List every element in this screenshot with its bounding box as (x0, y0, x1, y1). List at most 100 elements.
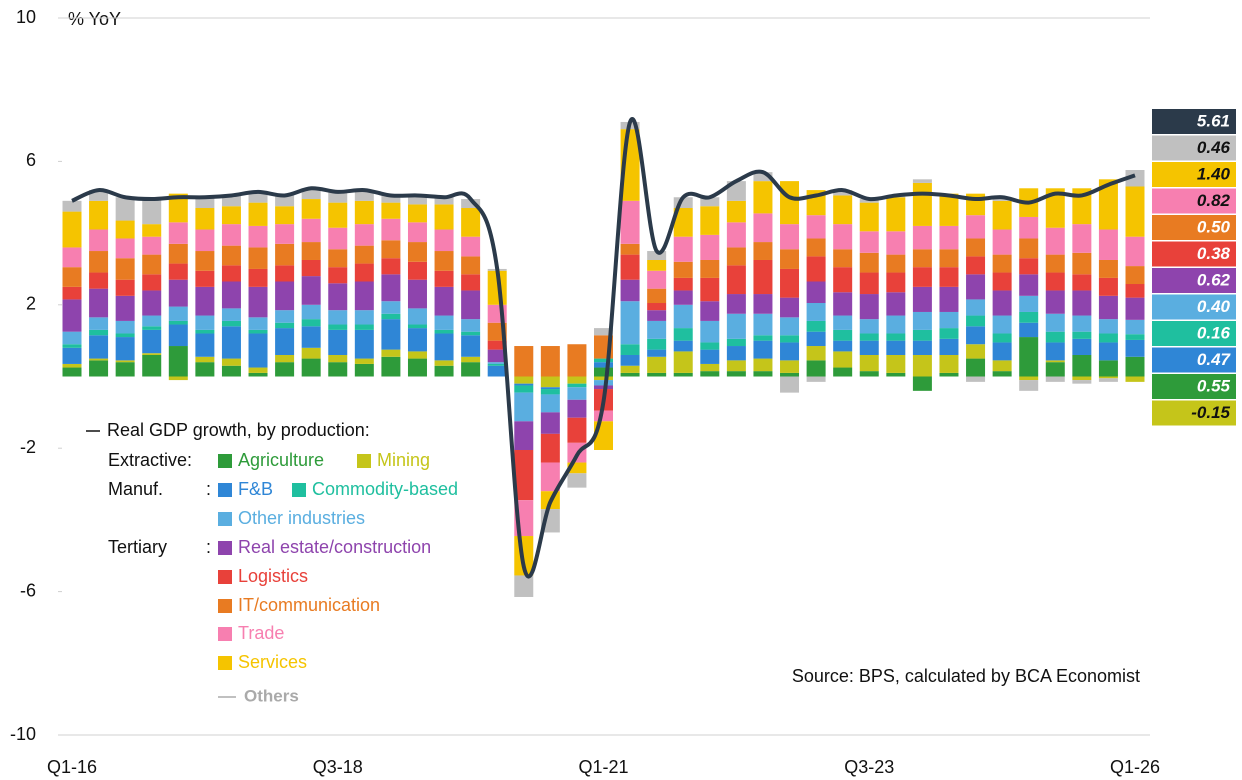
bar-segment (195, 251, 215, 271)
bar-segment (89, 251, 109, 273)
value-label: 0.82 (1197, 191, 1231, 210)
bar-segment (912, 286, 932, 312)
bar-segment (62, 347, 82, 364)
legend-label: Trade (238, 623, 284, 643)
bar-segment (753, 335, 773, 341)
bar-segment (594, 358, 613, 363)
bar-segment (301, 319, 321, 327)
bar-segment (89, 358, 109, 361)
value-label: 1.40 (1197, 164, 1231, 183)
bar-segment (1098, 376, 1118, 379)
value-box (1152, 294, 1236, 320)
bar-segment (434, 365, 454, 377)
bar-segment (992, 371, 1012, 377)
bar-segment (115, 238, 135, 259)
bar-segment (381, 258, 401, 275)
value-label: 0.62 (1197, 270, 1231, 289)
bar-segment (381, 202, 401, 219)
bar-segment (912, 182, 932, 226)
bar-segment (700, 259, 720, 278)
bar-segment (647, 259, 667, 271)
legend-group: Extractive: (108, 450, 192, 470)
bar-segment (673, 236, 693, 262)
bar-segment (89, 272, 109, 289)
bar-segment (966, 315, 986, 327)
bar-segment (115, 337, 135, 361)
bar-segment (966, 215, 986, 239)
bar-segment (833, 195, 853, 225)
bar-segment (1098, 295, 1118, 320)
bar-segment (806, 238, 826, 257)
bar-segment (833, 249, 853, 268)
bar-segment (195, 315, 215, 330)
bar-segment (275, 224, 295, 244)
bar-segment (647, 356, 667, 373)
bar-segment (62, 299, 82, 332)
x-tick-label: Q3-18 (313, 757, 363, 777)
bar-segment (1072, 354, 1092, 377)
bar-segment (221, 365, 241, 377)
bar-segment (753, 213, 773, 243)
bar-segment (1098, 179, 1118, 230)
bar-segment (461, 335, 481, 357)
value-label: 0.16 (1197, 323, 1231, 342)
bar-segment (434, 251, 454, 271)
bar-segment (248, 202, 268, 226)
bar-segment (221, 224, 241, 246)
bar-segment (328, 310, 348, 325)
bar-segment (354, 358, 374, 364)
bar-segment (354, 224, 374, 246)
bar-segment (142, 354, 162, 377)
bar-segment (859, 319, 879, 334)
bar-segment (620, 344, 640, 355)
bar-segment (1098, 319, 1118, 334)
bar-segment (407, 324, 427, 329)
bar-segment (1125, 319, 1145, 335)
bar-segment (806, 303, 826, 321)
gdp-line (71, 117, 1136, 579)
bar-segment (700, 342, 720, 350)
bar-segment (407, 242, 427, 262)
legend-group: : (206, 479, 211, 499)
value-label: 0.50 (1197, 217, 1231, 236)
bar-segment (594, 410, 613, 422)
bar-segment (328, 202, 348, 228)
bar-segment (726, 360, 746, 372)
bar-segment (966, 256, 986, 275)
bar-segment (567, 473, 587, 488)
legend-group: Tertiary (108, 537, 167, 557)
value-label: 0.38 (1197, 244, 1231, 263)
value-box (1152, 162, 1236, 187)
bar-segment (912, 354, 932, 377)
bar-segment (328, 249, 348, 268)
bar-segment (142, 329, 162, 354)
bar-segment (833, 190, 853, 196)
bar-segment (354, 324, 374, 330)
bar-segment (700, 301, 720, 321)
bar-segment (434, 270, 454, 287)
bar-segment (62, 331, 82, 345)
bar-segment (700, 206, 720, 235)
legend-label: Other industries (238, 508, 365, 528)
bar-segment (700, 277, 720, 302)
bar-segment (142, 353, 162, 355)
value-box (1152, 215, 1236, 240)
bar-segment (487, 340, 507, 350)
bar-segment (195, 286, 215, 316)
value-box (1152, 135, 1236, 161)
bar-segment (833, 329, 853, 341)
bar-segment (567, 462, 587, 474)
bar-segment (806, 376, 826, 382)
bar-segment (381, 195, 401, 203)
bar-segment (1019, 380, 1039, 391)
x-tick-label: Q1-21 (578, 757, 628, 777)
value-label: 0.46 (1197, 138, 1231, 157)
bar-segment (780, 342, 800, 361)
bar-segment (434, 286, 454, 316)
bar-segment (620, 279, 640, 302)
bar-segment (275, 310, 295, 323)
bar-segment (89, 335, 109, 359)
bar-segment (700, 363, 720, 372)
bar-segment (407, 328, 427, 352)
bar-segment (594, 367, 613, 377)
